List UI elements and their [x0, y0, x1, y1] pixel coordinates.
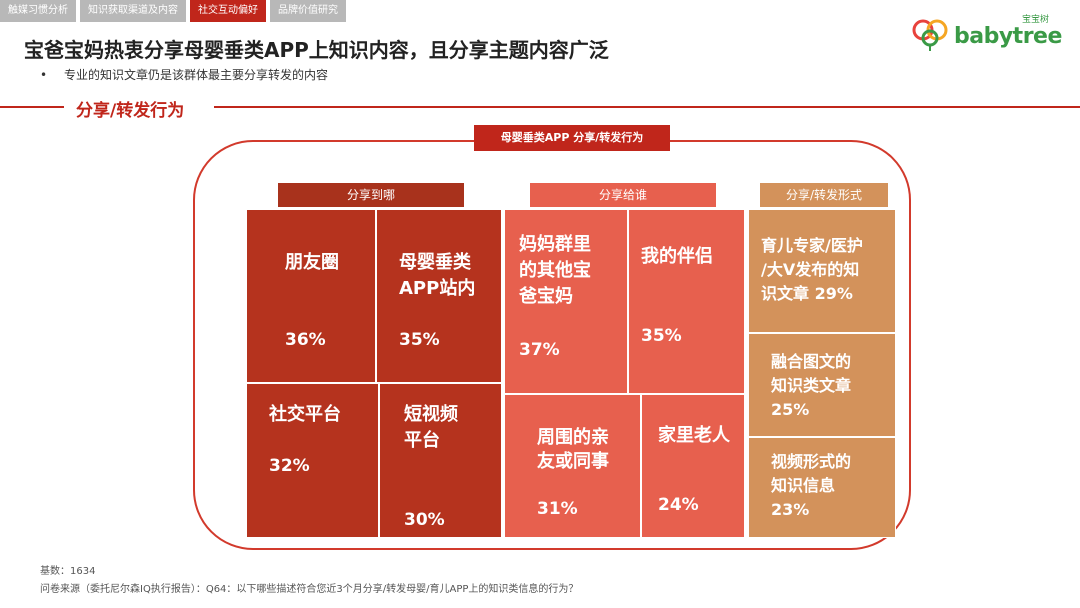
- cell-label-2: 知识信息: [771, 476, 836, 495]
- cell-label: 朋友圈: [285, 252, 339, 273]
- cell-label: 周围的亲: [537, 427, 609, 448]
- tab-social-interaction[interactable]: 社交互动偏好: [190, 0, 266, 22]
- balloon-logo-icon: [912, 19, 948, 51]
- cell-label: 我的伴侣: [641, 246, 713, 267]
- cell-social-platform: 社交平台 32%: [246, 383, 379, 538]
- cell-label-3: 23%: [771, 500, 810, 519]
- cell-moments: 朋友圈 36%: [246, 209, 376, 383]
- cell-label: 母婴垂类: [399, 252, 471, 273]
- cell-label-3: 25%: [771, 400, 810, 419]
- footnote-source: 问卷来源（委托尼尔森IQ执行报告）：Q64：以下哪些描述符合您近3个月分享/转发…: [40, 584, 579, 595]
- section-divider-left: [0, 106, 64, 108]
- cell-label: 家里老人: [658, 425, 730, 446]
- cell-graphic-articles: 融合图文的 知识类文章 25%: [748, 333, 896, 437]
- tab-media-habits[interactable]: 触媒习惯分析: [0, 0, 76, 22]
- bullet-point: • 专业的知识文章仍是该群体最主要分享转发的内容: [40, 68, 329, 82]
- footnote-base: 基数：1634: [40, 566, 96, 577]
- section-title: 分享/转发行为: [76, 101, 185, 121]
- cell-label-3: 识文章 29%: [761, 284, 853, 303]
- cell-label-2: 平台: [404, 430, 440, 451]
- section-divider-right: [214, 106, 1080, 108]
- cell-label-3: 爸宝妈: [519, 286, 573, 307]
- babytree-logo: babytree 宝宝树: [912, 15, 1062, 56]
- report-tabs: 触媒习惯分析 知识获取渠道及内容 社交互动偏好 品牌价值研究: [0, 0, 346, 22]
- cell-percent: 31%: [537, 499, 578, 519]
- cell-elders: 家里老人 24%: [641, 394, 745, 538]
- cell-mom-groups: 妈妈群里 的其他宝 爸宝妈 37%: [504, 209, 628, 394]
- page-title: 宝爸宝妈热衷分享母婴垂类APP上知识内容，且分享主题内容广泛: [24, 38, 609, 62]
- tab-brand-value[interactable]: 品牌价值研究: [270, 0, 346, 22]
- tab-knowledge-channels[interactable]: 知识获取渠道及内容: [80, 0, 186, 22]
- cell-label: 妈妈群里: [519, 234, 591, 255]
- cell-label-2: 的其他宝: [519, 260, 591, 281]
- cell-short-video: 短视频 平台 30%: [379, 383, 502, 538]
- header-share-form: 分享/转发形式: [760, 183, 888, 207]
- cell-expert-articles: 育儿专家/医护 /大V发布的知 识文章 29%: [748, 209, 896, 333]
- cell-label-2: 知识类文章: [771, 376, 852, 395]
- cell-label: 社交平台: [269, 404, 341, 425]
- cell-video-knowledge: 视频形式的 知识信息 23%: [748, 437, 896, 538]
- cell-in-app: 母婴垂类 APP站内 35%: [376, 209, 502, 383]
- cell-percent: 35%: [641, 326, 682, 346]
- cell-label-2: APP站内: [399, 278, 476, 299]
- cell-label-2: /大V发布的知: [761, 260, 860, 279]
- cell-label: 育儿专家/医护: [761, 236, 863, 255]
- cell-label: 视频形式的: [771, 452, 852, 471]
- cell-percent: 36%: [285, 330, 326, 350]
- frame-label: 母婴垂类APP 分享/转发行为: [474, 125, 670, 151]
- cell-percent: 37%: [519, 340, 560, 360]
- cell-percent: 32%: [269, 456, 310, 476]
- header-share-where: 分享到哪: [278, 183, 464, 207]
- cell-percent: 24%: [658, 495, 699, 515]
- cell-percent: 30%: [404, 510, 445, 530]
- header-share-who: 分享给谁: [530, 183, 716, 207]
- cell-relatives: 周围的亲 友或同事 31%: [504, 394, 641, 538]
- cell-percent: 35%: [399, 330, 440, 350]
- cell-label-2: 友或同事: [537, 451, 609, 472]
- cell-partner: 我的伴侣 35%: [628, 209, 745, 394]
- logo-text: babytree: [954, 24, 1062, 49]
- cell-label: 短视频: [404, 404, 458, 425]
- cell-label: 融合图文的: [771, 352, 852, 371]
- bullet-text: 专业的知识文章仍是该群体最主要分享转发的内容: [64, 68, 329, 82]
- logo-cn-text: 宝宝树: [1022, 15, 1050, 25]
